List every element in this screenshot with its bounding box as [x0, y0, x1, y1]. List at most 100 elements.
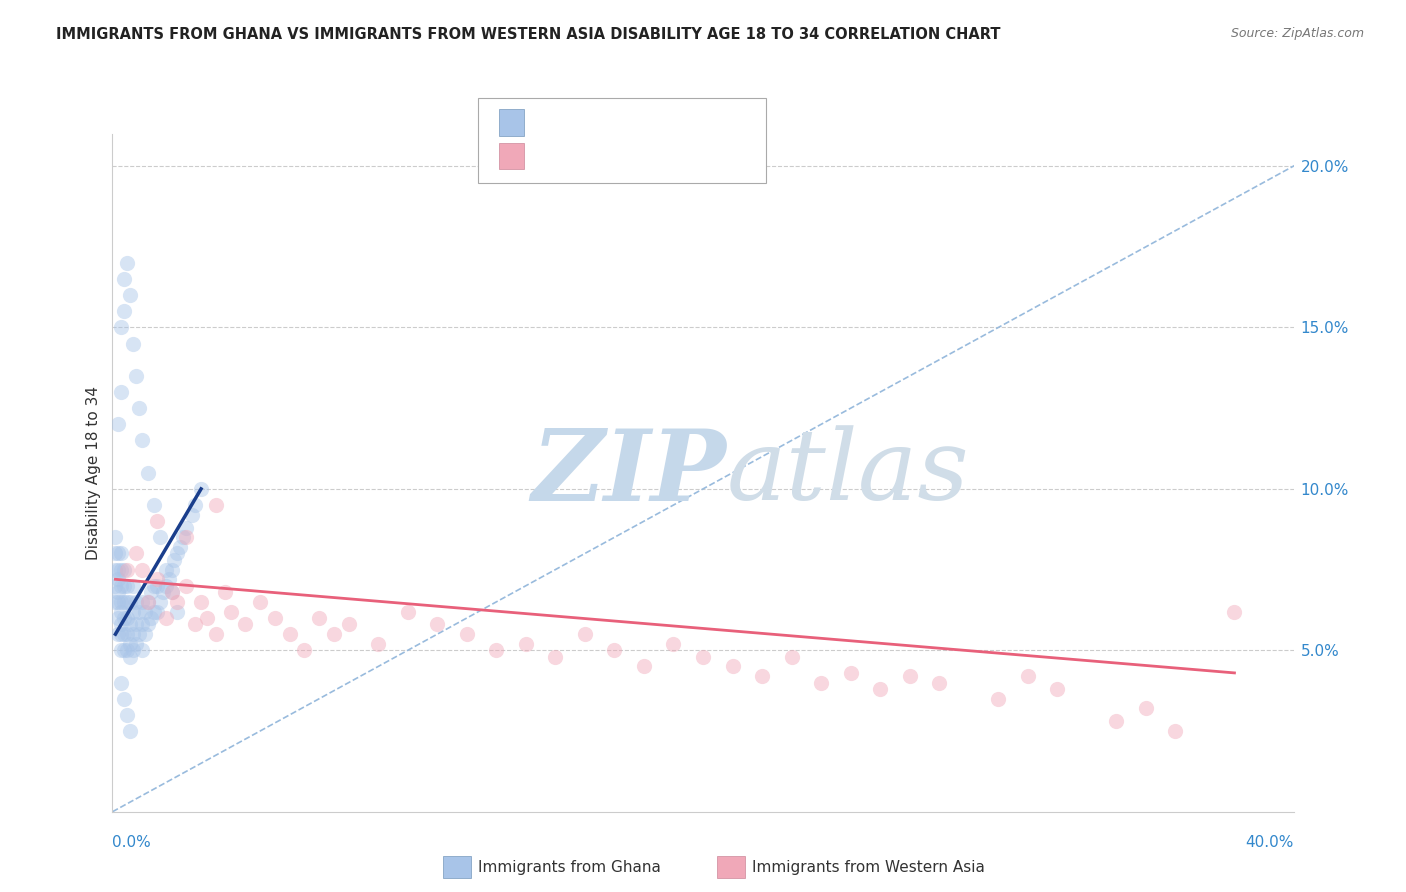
- Point: [117, 643, 138, 657]
- Point: [107, 572, 129, 586]
- Point: [308, 611, 330, 625]
- Point: [146, 514, 169, 528]
- Point: [125, 546, 148, 560]
- Text: ZIP: ZIP: [531, 425, 727, 521]
- Point: [122, 643, 145, 657]
- Point: [233, 617, 256, 632]
- Point: [104, 595, 127, 609]
- Point: [574, 627, 596, 641]
- Point: [122, 627, 145, 641]
- Point: [721, 659, 744, 673]
- Point: [112, 595, 135, 609]
- Point: [869, 681, 891, 696]
- Point: [125, 637, 148, 651]
- Point: [120, 724, 142, 739]
- Point: [264, 611, 287, 625]
- Point: [633, 659, 655, 673]
- Point: [157, 572, 180, 586]
- Point: [128, 605, 150, 619]
- Point: [107, 546, 129, 560]
- Point: [152, 585, 174, 599]
- Point: [160, 585, 183, 599]
- Text: Immigrants from Western Asia: Immigrants from Western Asia: [752, 860, 986, 874]
- Point: [249, 595, 271, 609]
- Point: [120, 595, 142, 609]
- Point: [190, 482, 212, 496]
- Point: [112, 272, 135, 286]
- Point: [146, 605, 169, 619]
- Point: [1017, 669, 1039, 683]
- Point: [166, 605, 188, 619]
- Text: 0.0%: 0.0%: [112, 836, 152, 850]
- Point: [110, 617, 132, 632]
- Point: [337, 617, 360, 632]
- Point: [1046, 681, 1069, 696]
- Text: IMMIGRANTS FROM GHANA VS IMMIGRANTS FROM WESTERN ASIA DISABILITY AGE 18 TO 34 CO: IMMIGRANTS FROM GHANA VS IMMIGRANTS FROM…: [56, 27, 1001, 42]
- Point: [112, 304, 135, 318]
- Point: [169, 540, 191, 554]
- Point: [110, 579, 132, 593]
- Point: [107, 563, 129, 577]
- Text: N = 91: N = 91: [668, 115, 721, 129]
- Point: [160, 563, 183, 577]
- Point: [810, 675, 832, 690]
- Point: [112, 563, 135, 577]
- Point: [155, 579, 177, 593]
- Point: [136, 595, 159, 609]
- Point: [122, 579, 145, 593]
- Point: [110, 385, 132, 400]
- Point: [131, 643, 153, 657]
- Point: [780, 649, 803, 664]
- Point: [117, 579, 138, 593]
- Point: [146, 572, 169, 586]
- Point: [987, 691, 1010, 706]
- Point: [110, 320, 132, 334]
- Point: [110, 643, 132, 657]
- Point: [117, 563, 138, 577]
- Point: [117, 256, 138, 270]
- Point: [112, 643, 135, 657]
- Text: 40.0%: 40.0%: [1246, 836, 1294, 850]
- Point: [426, 617, 449, 632]
- Point: [107, 417, 129, 432]
- Point: [195, 611, 218, 625]
- Point: [692, 649, 714, 664]
- Text: N = 53: N = 53: [668, 149, 721, 163]
- Point: [120, 288, 142, 302]
- Point: [142, 579, 165, 593]
- Point: [146, 579, 169, 593]
- Point: [751, 669, 773, 683]
- Point: [149, 595, 172, 609]
- Point: [107, 585, 129, 599]
- Point: [163, 553, 186, 567]
- Point: [396, 605, 419, 619]
- Point: [136, 617, 159, 632]
- Text: atlas: atlas: [727, 425, 969, 520]
- Point: [155, 611, 177, 625]
- Point: [110, 675, 132, 690]
- Point: [160, 585, 183, 599]
- Text: R =  0.210: R = 0.210: [533, 115, 614, 129]
- Point: [662, 637, 685, 651]
- Point: [139, 611, 162, 625]
- Point: [190, 595, 212, 609]
- Point: [142, 605, 165, 619]
- Point: [110, 563, 132, 577]
- Text: R = -0.241: R = -0.241: [533, 149, 614, 163]
- Point: [128, 627, 150, 641]
- Point: [292, 643, 315, 657]
- Point: [110, 595, 132, 609]
- Point: [142, 498, 165, 512]
- Point: [172, 530, 194, 544]
- Point: [136, 466, 159, 480]
- Point: [139, 585, 162, 599]
- Point: [104, 579, 127, 593]
- Point: [1223, 605, 1246, 619]
- Point: [112, 579, 135, 593]
- Point: [131, 617, 153, 632]
- Point: [112, 627, 135, 641]
- Point: [515, 637, 537, 651]
- Point: [219, 605, 242, 619]
- Point: [1105, 714, 1128, 729]
- Point: [134, 605, 156, 619]
